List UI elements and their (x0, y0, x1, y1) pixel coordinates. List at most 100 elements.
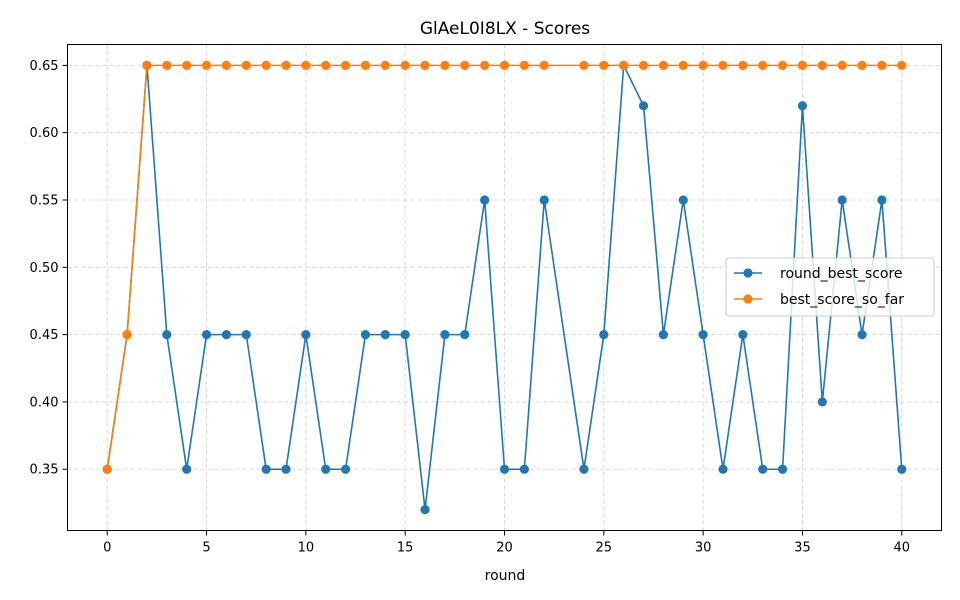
data-point (678, 195, 688, 205)
data-point (837, 60, 847, 70)
y-tick-label: 0.40 (30, 395, 59, 410)
data-point (718, 60, 728, 70)
data-point (122, 330, 132, 340)
data-point (758, 464, 768, 474)
data-point (400, 330, 410, 340)
data-point (182, 464, 192, 474)
y-tick-label: 0.65 (30, 59, 59, 74)
data-point (718, 464, 728, 474)
data-point (340, 60, 351, 70)
data-point (241, 60, 251, 70)
x-tick-label: 30 (695, 541, 712, 556)
data-point (797, 101, 808, 111)
y-tick-label: 0.50 (30, 261, 59, 276)
data-point (698, 330, 708, 340)
data-point (241, 330, 251, 340)
chart-title: GlAeL0I8LX - Scores (420, 19, 590, 39)
data-point (658, 60, 669, 70)
data-point (360, 60, 371, 70)
legend-frame (725, 257, 935, 317)
data-point (281, 60, 291, 70)
data-point (360, 330, 371, 340)
data-point (499, 464, 510, 474)
x-axis-label: round (485, 568, 526, 584)
data-point (599, 330, 609, 340)
data-point (897, 60, 907, 70)
y-tick-label: 0.55 (30, 193, 59, 208)
legend-item: round_best_score (734, 266, 903, 282)
data-point (460, 60, 470, 70)
x-tick-label: 40 (893, 541, 910, 556)
data-point (897, 464, 907, 474)
data-point (698, 60, 708, 70)
data-point (619, 60, 629, 70)
data-point (182, 60, 192, 70)
y-axis: 0.35 0.40 0.45 0.50 0.55 0.60 0.65 (30, 59, 68, 478)
data-point (261, 60, 271, 70)
data-point (738, 330, 748, 340)
data-point (877, 60, 887, 70)
series-round-best-score (102, 60, 907, 515)
data-point (261, 464, 271, 474)
data-point (301, 60, 311, 70)
data-point (162, 330, 172, 340)
x-tick-label: 5 (202, 541, 210, 556)
data-point (638, 101, 649, 111)
data-point (380, 60, 390, 70)
x-tick-label: 15 (397, 541, 414, 556)
data-point (519, 60, 529, 70)
data-point (837, 195, 847, 205)
data-point (797, 60, 808, 70)
x-tick-label: 25 (596, 541, 613, 556)
data-point (480, 195, 490, 205)
y-tick-label: 0.60 (30, 126, 59, 141)
data-point (877, 195, 887, 205)
data-point (420, 60, 430, 70)
data-point (321, 60, 331, 70)
data-point (539, 195, 549, 205)
data-point (817, 60, 827, 70)
data-point (599, 60, 609, 70)
data-point (658, 330, 669, 340)
data-point (201, 60, 212, 70)
data-point (301, 330, 311, 340)
y-tick-label: 0.35 (30, 463, 59, 478)
data-point (777, 60, 788, 70)
data-point (440, 60, 450, 70)
data-point (758, 60, 768, 70)
data-point (579, 60, 589, 70)
data-point (201, 330, 212, 340)
legend-label: round_best_score (780, 266, 903, 282)
legend-item: best_score_so_far (734, 292, 904, 308)
series-line (106, 64, 903, 511)
x-tick-label: 35 (794, 541, 811, 556)
legend-marker (743, 268, 753, 278)
x-tick-label: 0 (103, 541, 111, 556)
data-point (221, 60, 232, 70)
legend-marker (743, 294, 753, 304)
data-point (678, 60, 688, 70)
data-point (281, 464, 291, 474)
series-line (106, 64, 902, 470)
data-point (738, 60, 748, 70)
data-point (519, 464, 529, 474)
data-point (638, 60, 649, 70)
data-point (221, 330, 232, 340)
data-point (777, 464, 788, 474)
data-point (102, 464, 112, 474)
legend: round_best_score best_score_so_far (725, 257, 935, 317)
data-point (857, 60, 867, 70)
data-point (321, 464, 331, 474)
data-point (162, 60, 172, 70)
data-point (817, 397, 827, 407)
data-point (380, 330, 390, 340)
x-axis: 0 5 10 15 20 25 30 35 40 (103, 530, 910, 556)
x-tick-label: 10 (298, 541, 315, 556)
x-tick-label: 20 (496, 541, 513, 556)
data-point (480, 60, 490, 70)
data-point (579, 464, 589, 474)
data-point (539, 60, 549, 70)
data-point (499, 60, 510, 70)
series-layer (102, 60, 907, 515)
